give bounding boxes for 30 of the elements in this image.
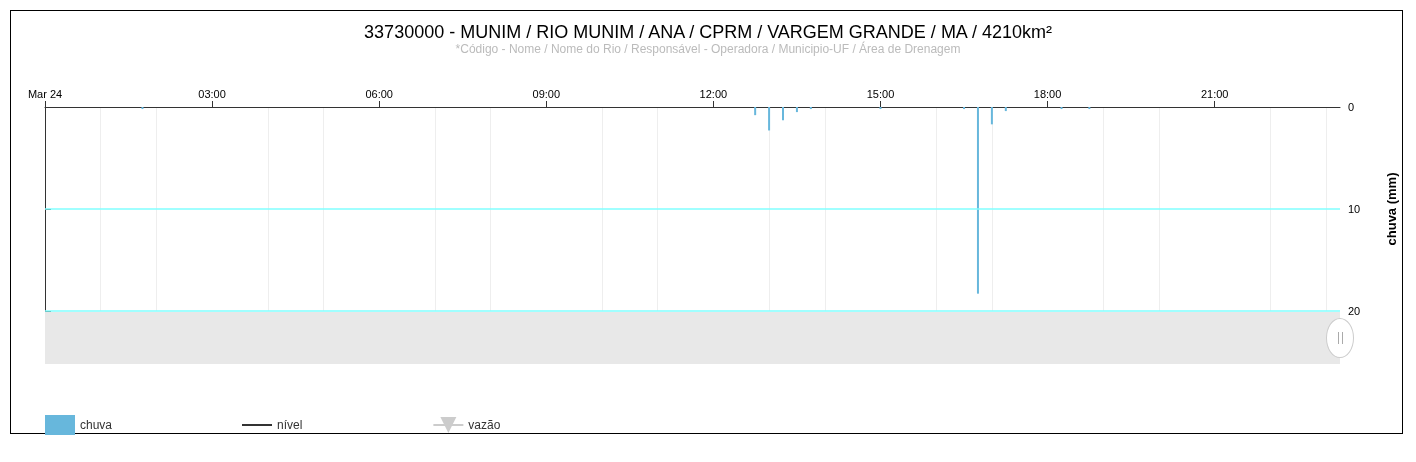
bar	[1004, 107, 1007, 112]
bar	[141, 107, 144, 110]
x-tick-label: 06:00	[365, 87, 393, 100]
bar	[976, 107, 979, 294]
y-tick-label: 20	[1348, 305, 1361, 317]
bar	[795, 107, 798, 113]
legend-label: vazão	[468, 418, 501, 432]
legend-label: nível	[277, 418, 303, 432]
x-tick-label: Mar 24	[27, 87, 63, 100]
bar	[879, 107, 882, 110]
chart-subtitle: *Código - Nome / Nome do Rio / Responsável - Operadora / Municipio-UF / Área de Drenagem	[455, 41, 961, 56]
bar	[809, 107, 812, 110]
x-tick-label: 15:00	[866, 87, 895, 100]
bar	[990, 107, 993, 125]
bar	[768, 107, 771, 131]
bar	[1060, 107, 1063, 110]
x-tick-label: 09:00	[532, 87, 561, 100]
chart-title: 33730000 - MUNIM / RIO MUNIM / ANA / CPRM / VARGEM GRANDE / MA / 4210km²	[364, 22, 1052, 42]
bar	[963, 107, 966, 110]
bar	[1088, 107, 1091, 110]
bar	[782, 107, 785, 121]
y-axis-title: chuva (mm)	[1384, 172, 1399, 246]
legend-label: chuva	[80, 418, 113, 432]
x-tick-label: 03:00	[198, 87, 226, 100]
x-tick-label: 21:00	[1200, 87, 1229, 100]
y-tick-label: 10	[1348, 203, 1361, 215]
bar	[754, 107, 757, 116]
x-tick-label: 12:00	[699, 87, 728, 100]
y-tick-label: 0	[1348, 101, 1355, 113]
x-tick-label: 18:00	[1033, 87, 1062, 100]
